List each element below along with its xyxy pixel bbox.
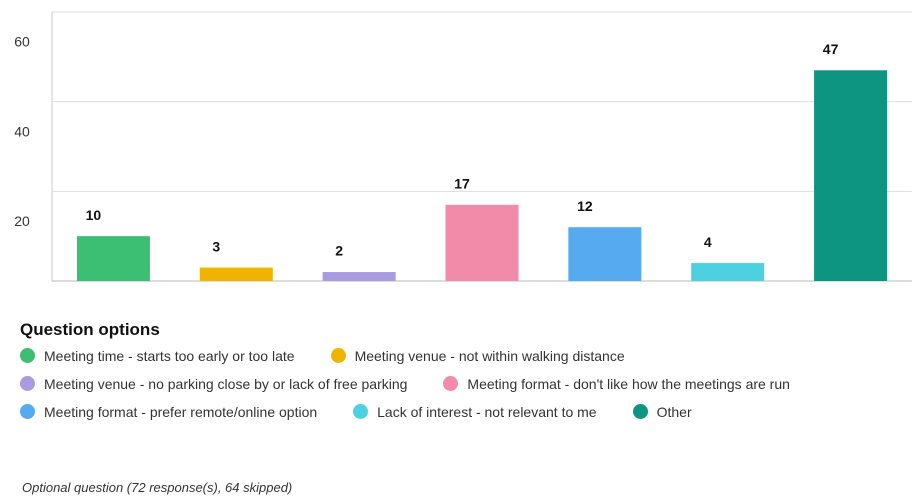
legend-swatch — [20, 348, 35, 363]
legend-label: Meeting format - don't like how the meet… — [467, 375, 790, 392]
data-label: 10 — [86, 207, 102, 223]
legend-item: Meeting format - prefer remote/online op… — [20, 402, 317, 421]
data-label: 17 — [454, 175, 470, 191]
legend-label: Meeting venue - not within walking dista… — [354, 347, 625, 364]
legend-label: Meeting venue - no parking close by or l… — [44, 375, 408, 392]
legend-label: Other — [656, 403, 692, 420]
legend-swatch — [632, 404, 648, 419]
legend-swatch — [443, 376, 459, 391]
data-label: 3 — [212, 238, 220, 254]
bar — [691, 263, 765, 281]
bar — [199, 267, 273, 281]
legend-label: Lack of interest - not relevant to me — [377, 403, 597, 420]
bar — [568, 227, 642, 281]
legend-item: Meeting venue - not within walking dista… — [330, 346, 625, 365]
legend-swatch — [330, 348, 346, 363]
y-tick-label: 20 — [14, 213, 30, 229]
legend-swatch — [20, 376, 35, 391]
y-tick-label: 60 — [14, 34, 30, 50]
y-tick-label: 40 — [14, 123, 30, 139]
legend-item: Meeting time - starts too early or too l… — [20, 346, 295, 365]
footnote: Optional question (72 response(s), 64 sk… — [22, 480, 293, 495]
legend-title: Question options — [20, 320, 160, 339]
bar — [445, 204, 519, 281]
legend: Meeting time - starts too early or too l… — [20, 346, 850, 421]
bar — [322, 272, 396, 281]
legend-label: Meeting format - prefer remote/online op… — [44, 403, 318, 420]
legend-swatch — [20, 404, 35, 419]
legend-item: Meeting format - don't like how the meet… — [443, 374, 790, 393]
chart: 20 40 60 10 3 2 17 12 4 47 — [14, 11, 912, 282]
data-label: 47 — [823, 41, 839, 57]
legend-item: Other — [632, 402, 692, 421]
bar — [76, 236, 150, 281]
bar — [814, 70, 888, 282]
legend-item: Lack of interest - not relevant to me — [353, 402, 597, 421]
data-label: 12 — [577, 198, 593, 214]
legend-item: Meeting venue - no parking close by or l… — [20, 374, 407, 393]
legend-swatch — [353, 404, 369, 419]
data-label: 2 — [335, 243, 343, 259]
data-label: 4 — [704, 234, 712, 250]
legend-label: Meeting time - starts too early or too l… — [44, 347, 295, 364]
